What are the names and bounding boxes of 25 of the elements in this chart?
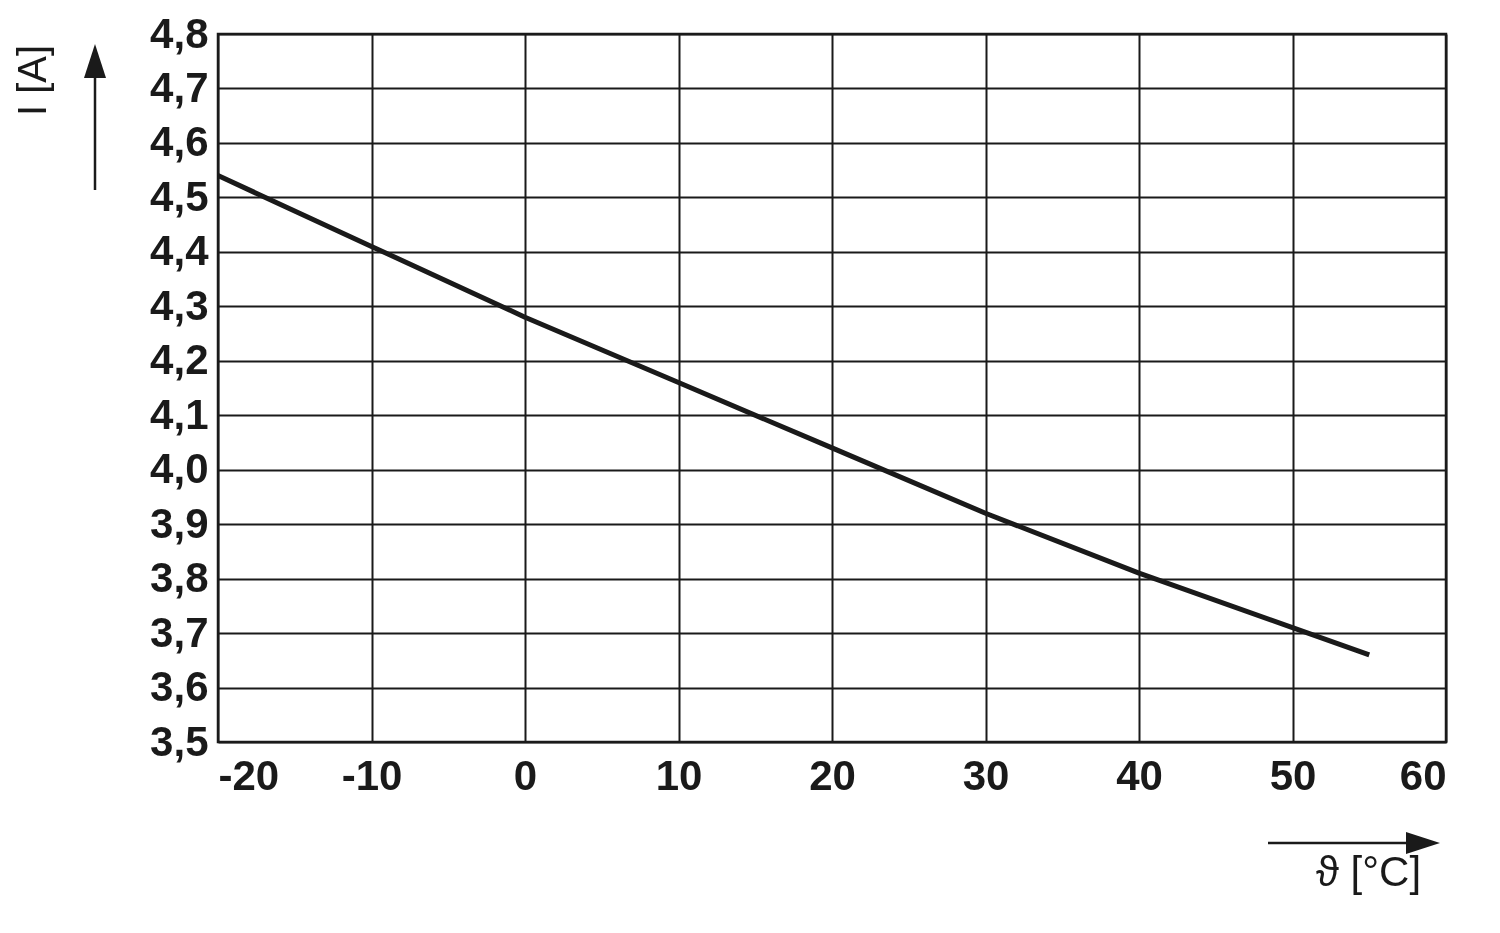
x-tick-label: 30 [962, 751, 1010, 799]
x-tick-label: 50 [1269, 751, 1317, 799]
y-tick-label: 4,3 [150, 281, 209, 329]
y-tick-label: 4,5 [150, 172, 209, 220]
y-tick-label: 3,5 [150, 717, 209, 765]
x-tick-label: 0 [513, 751, 538, 799]
y-tick-label: 4,2 [150, 336, 209, 384]
y-tick-label: 4,7 [150, 63, 209, 111]
x-tick-label: -20 [218, 751, 280, 799]
y-tick-label: 4,0 [150, 445, 209, 493]
x-tick-label: 20 [809, 751, 856, 799]
y-tick-label: 3,8 [150, 554, 209, 602]
x-tick-label: 40 [1116, 751, 1163, 799]
y-tick-label: 3,7 [150, 608, 209, 656]
y-tick-label: 4,4 [150, 227, 210, 275]
x-axis-title: ϑ [°C] [1315, 847, 1422, 895]
x-tick-label: 60 [1399, 751, 1447, 799]
y-tick-label: 3,9 [150, 499, 209, 547]
x-tick-label: 10 [655, 751, 703, 799]
y-tick-label: 4,1 [150, 390, 209, 438]
y-tick-label: 4,6 [150, 118, 209, 166]
x-tick-label: -10 [341, 751, 403, 799]
y-tick-label: 4,8 [150, 9, 209, 57]
y-axis-title: I [A] [9, 44, 54, 117]
y-tick-label: 3,6 [150, 663, 209, 711]
